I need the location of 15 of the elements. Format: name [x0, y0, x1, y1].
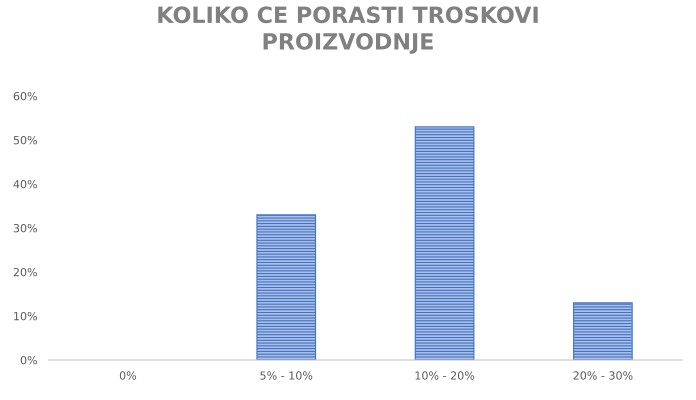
chart-title: KOLIKO CE PORASTI TROSKOVI PROIZVODNJE	[158, 6, 538, 54]
y-tick-label: 40%	[13, 180, 37, 188]
x-tick-label: 5% - 10%	[260, 371, 312, 380]
x-tick-label: 20% - 30%	[573, 371, 633, 380]
bar	[256, 214, 316, 360]
x-tick-label: 10% - 20%	[416, 371, 474, 380]
y-tick-label: 20%	[14, 268, 37, 276]
y-tick-label: 0%	[20, 356, 37, 364]
x-tick-label: 0%	[120, 371, 136, 380]
bar	[573, 302, 633, 360]
y-tick-label: 50%	[14, 136, 37, 144]
bar	[414, 126, 474, 360]
y-tick-label: 30%	[14, 224, 37, 232]
y-tick-label: 10%	[14, 312, 37, 320]
y-tick-label: 60%	[14, 92, 37, 100]
